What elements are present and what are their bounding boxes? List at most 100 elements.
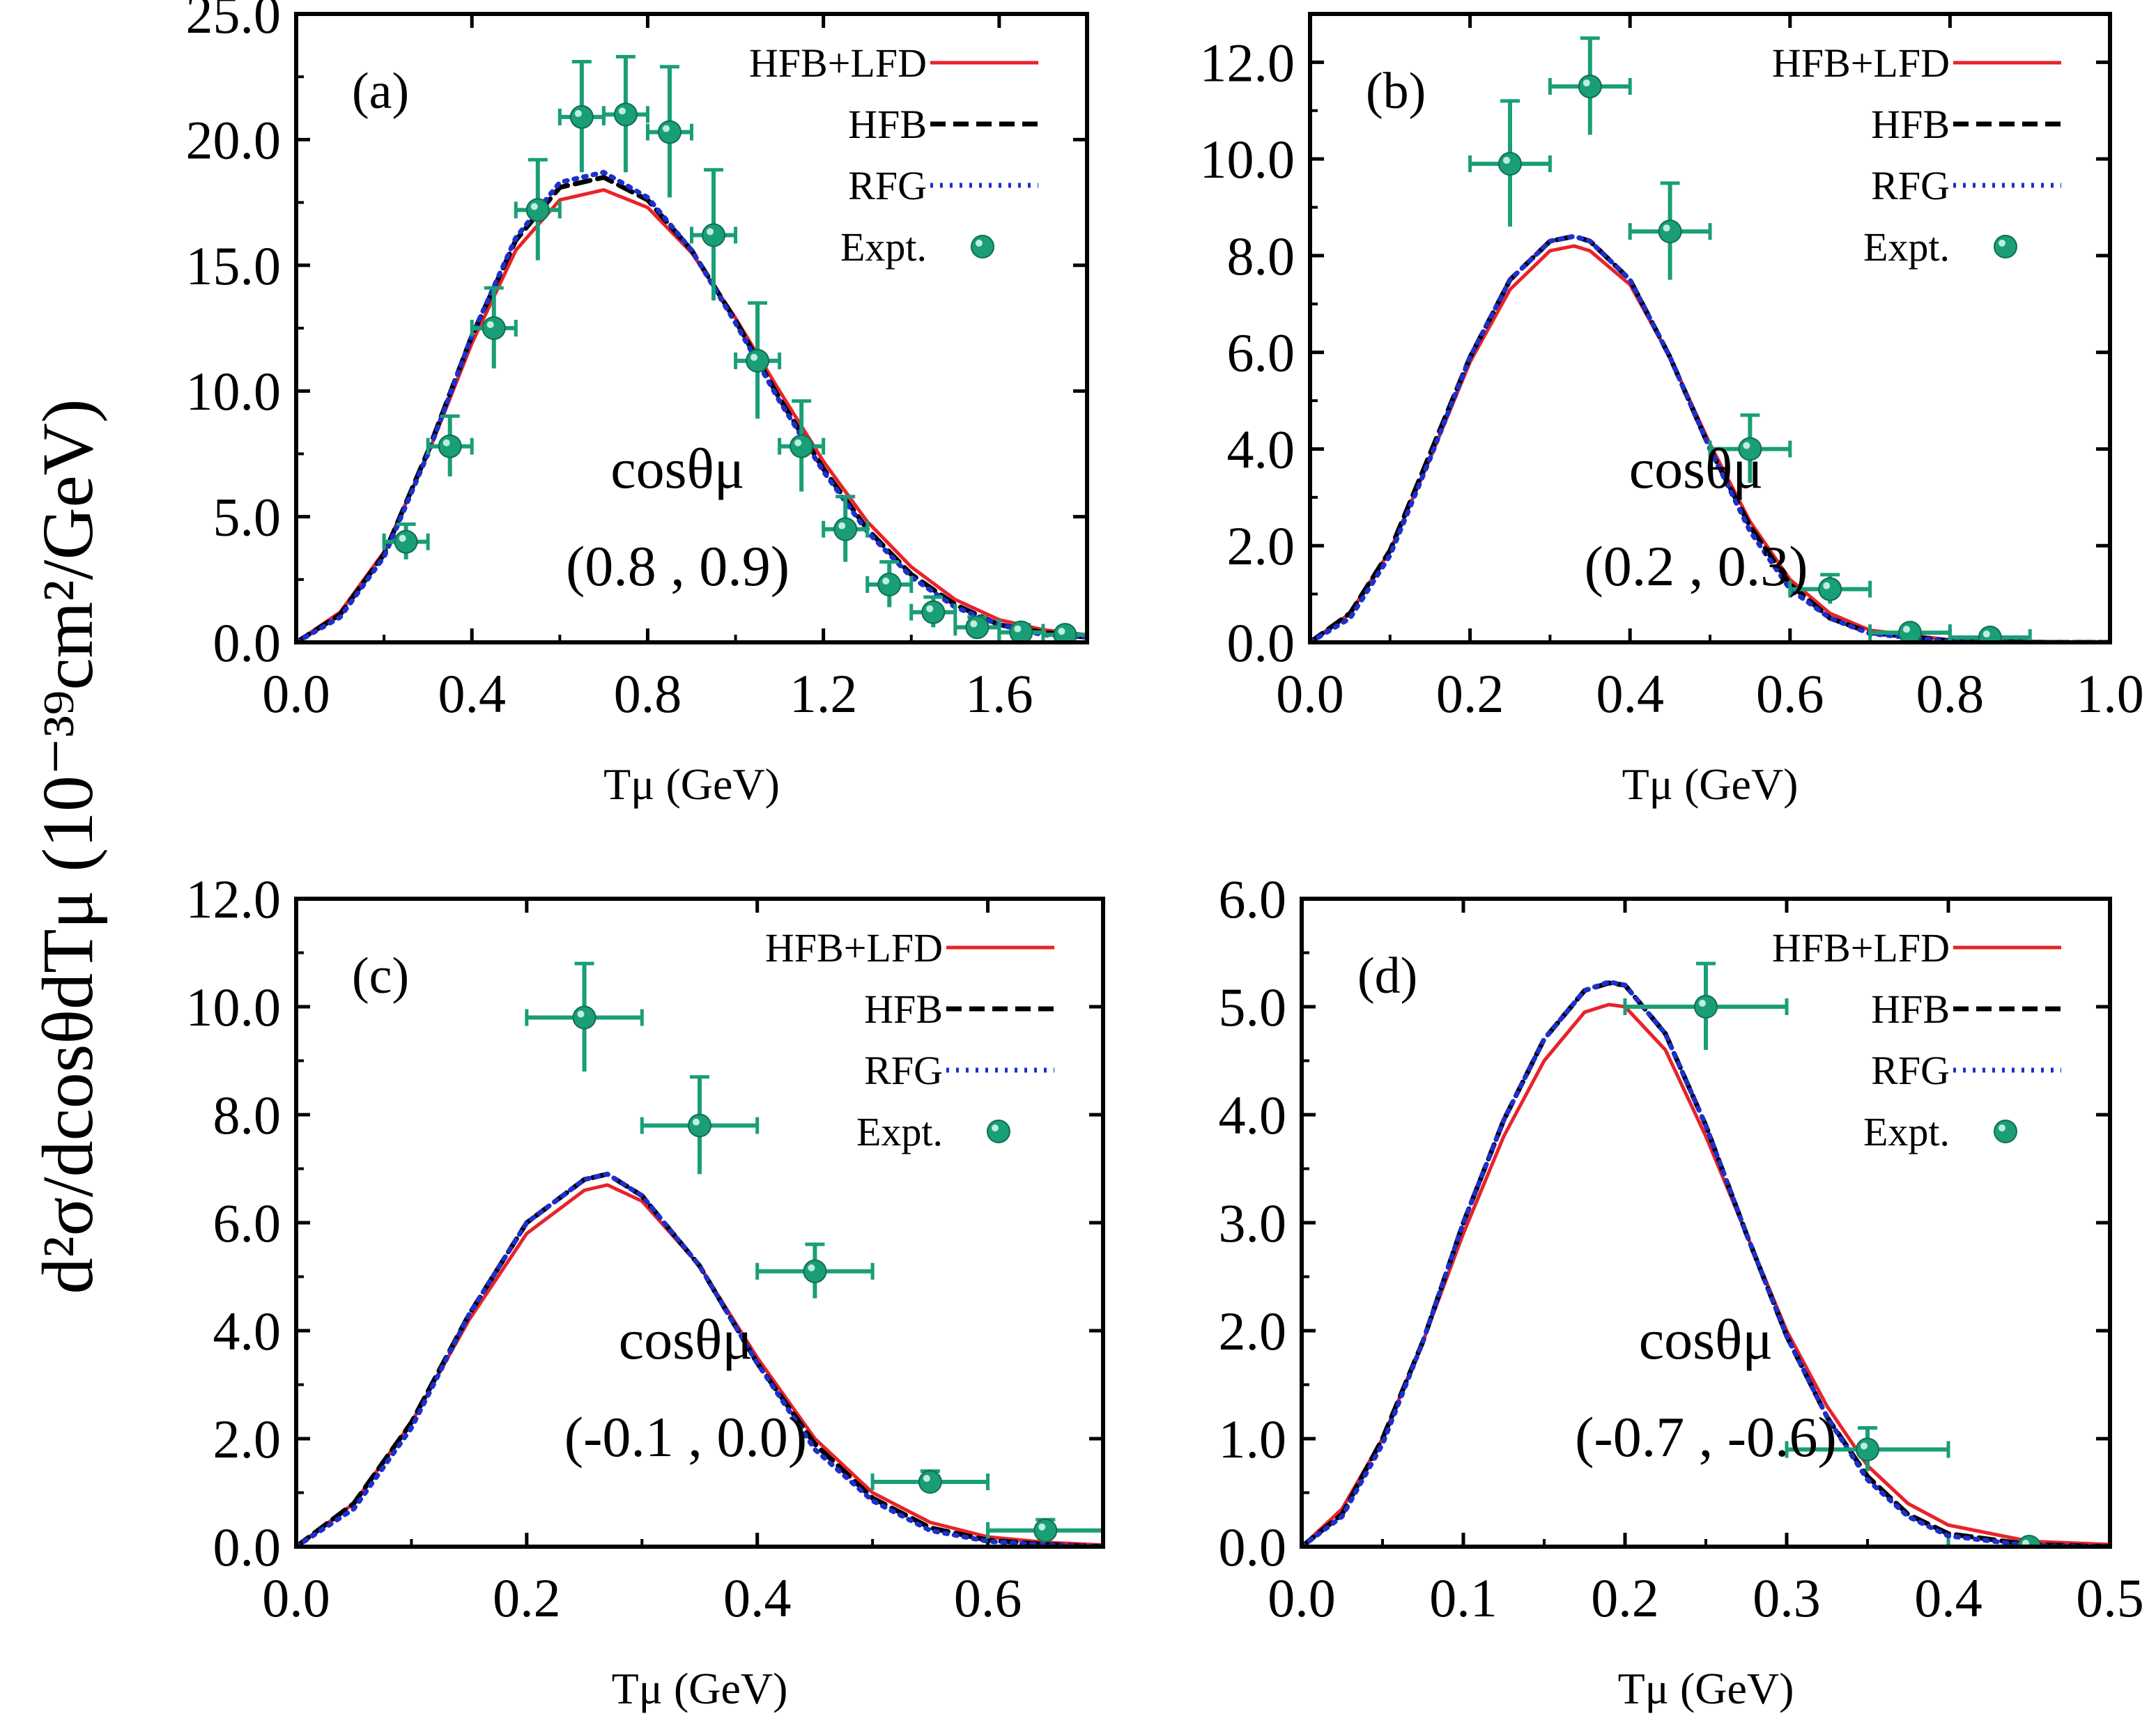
legend-label: Expt. — [1863, 224, 1950, 270]
legend-swatch-expt — [987, 1120, 1010, 1143]
legend-label: Expt. — [856, 1109, 943, 1154]
expt-point — [790, 434, 814, 458]
expt-point — [877, 573, 902, 597]
expt-point-highlight — [1503, 157, 1510, 164]
legend-swatch-highlight — [1999, 1124, 2005, 1131]
expt-point-highlight — [923, 1475, 930, 1482]
x-tick-label: 0.0 — [1268, 1568, 1336, 1628]
y-tick-label: 6.0 — [213, 1193, 282, 1253]
legend-swatch-highlight — [1999, 240, 2005, 247]
expt-point — [394, 529, 418, 554]
panel-label: (d) — [1357, 948, 1417, 1005]
legend-label: HFB — [864, 987, 943, 1032]
y-tick-label: 0.0 — [213, 1517, 282, 1577]
angle-range-annotation: (0.8 , 0.9) — [566, 534, 790, 598]
expt-point-highlight — [618, 107, 626, 115]
expt-point-highlight — [794, 439, 802, 447]
x-tick-label: 0.0 — [1276, 663, 1344, 724]
plot-frame — [1300, 897, 2112, 1549]
expt-point-highlight — [1903, 626, 1910, 633]
x-tick-label: 1.0 — [2076, 663, 2144, 724]
x-axis-label: Tμ (GeV) — [1618, 1664, 1794, 1713]
legend-label: RFG — [1871, 1048, 1950, 1093]
y-tick-label: 2.0 — [1227, 516, 1295, 576]
y-tick-label: 0.0 — [213, 612, 282, 673]
expt-point-highlight — [1699, 1000, 1706, 1007]
panels-layer: 0.0 0.4 0.8 1.2 1.6 0.0 5.0 10.0 15.0 20.0 25.0 (a)… — [186, 0, 2144, 1713]
x-tick-label: 0.6 — [954, 1568, 1022, 1628]
expt-point-highlight — [1861, 1442, 1868, 1450]
expt-points — [525, 961, 1103, 1542]
y-tick-label: 0.0 — [1219, 1517, 1287, 1577]
x-tick-label: 0.8 — [1916, 663, 1985, 724]
series-line-rfg — [1302, 979, 2110, 1547]
x-axis-label: Tμ (GeV) — [612, 1664, 788, 1713]
expt-point — [803, 1259, 827, 1283]
y-tick-label: 10.0 — [186, 361, 282, 422]
legend-label: HFB+LFD — [1772, 925, 1950, 971]
expt-point — [1578, 75, 1602, 99]
expt-point — [702, 223, 726, 247]
x-tick-label: 0.2 — [493, 1568, 561, 1628]
expt-point — [525, 198, 550, 222]
y-tick-label: 4.0 — [1219, 1085, 1287, 1145]
x-tick-label: 1.2 — [790, 663, 858, 724]
expt-point-highlight — [577, 1010, 585, 1018]
y-tick-label: 2.0 — [1219, 1301, 1287, 1361]
panel-label: (a) — [352, 63, 409, 120]
expt-point-highlight — [707, 228, 714, 235]
expt-points — [382, 54, 1087, 642]
expt-point-highlight — [882, 578, 890, 585]
legend-swatch-highlight — [976, 240, 983, 247]
plot-frame — [294, 897, 1105, 1549]
x-tick-label: 0.2 — [1591, 1568, 1659, 1628]
series-lines — [1302, 979, 2110, 1547]
expt-point-highlight — [574, 109, 582, 117]
legend-label: HFB — [1871, 102, 1950, 147]
x-tick-label: 0.8 — [614, 663, 682, 724]
cos-theta-annotation: cosθμ — [619, 1308, 753, 1371]
expt-point — [918, 1470, 942, 1494]
expt-point — [438, 434, 462, 458]
legend-label: HFB — [1871, 987, 1950, 1032]
expt-point-highlight — [399, 534, 406, 542]
cos-theta-annotation: cosθμ — [1639, 1308, 1773, 1371]
legend-label: HFB+LFD — [765, 925, 943, 971]
expt-point — [1818, 577, 1842, 601]
x-tick-label: 0.3 — [1753, 1568, 1821, 1628]
expt-point — [1498, 152, 1522, 176]
legend-swatch-highlight — [992, 1124, 999, 1131]
x-axis-label: Tμ (GeV) — [1622, 759, 1799, 809]
x-tick-label: 0.0 — [262, 663, 330, 724]
x-tick-label: 0.4 — [723, 1568, 792, 1628]
legend-swatch-expt — [1994, 235, 2017, 258]
legend-label: HFB+LFD — [749, 40, 927, 86]
angle-range-annotation: (-0.1 , 0.0) — [564, 1405, 807, 1469]
expt-point — [833, 517, 858, 541]
expt-point — [1694, 995, 1718, 1019]
x-tick-label: 0.4 — [1596, 663, 1664, 724]
y-tick-label: 10.0 — [1200, 129, 1295, 190]
y-tick-label: 4.0 — [1227, 419, 1295, 479]
expt-point-highlight — [530, 203, 538, 210]
panel-label: (b) — [1366, 63, 1426, 120]
expt-point-highlight — [662, 125, 670, 132]
y-tick-label: 4.0 — [213, 1301, 282, 1361]
expt-point-highlight — [1663, 224, 1670, 232]
legend-swatch-expt — [1994, 1120, 2017, 1143]
x-tick-label: 0.4 — [438, 663, 506, 724]
plot-frame — [1308, 12, 2112, 644]
cos-theta-annotation: cosθμ — [610, 437, 745, 500]
y-tick-label: 8.0 — [1227, 226, 1295, 286]
expt-point — [613, 102, 638, 127]
expt-point — [1009, 620, 1033, 642]
x-tick-label: 0.5 — [2076, 1568, 2144, 1628]
expt-point — [1053, 623, 1077, 642]
expt-point-highlight — [750, 353, 758, 361]
legend-label: RFG — [1871, 163, 1950, 208]
expt-point — [572, 1005, 596, 1030]
expt-point-highlight — [1743, 442, 1750, 449]
expt-points — [1468, 36, 2032, 642]
y-tick-label: 6.0 — [1227, 323, 1295, 383]
